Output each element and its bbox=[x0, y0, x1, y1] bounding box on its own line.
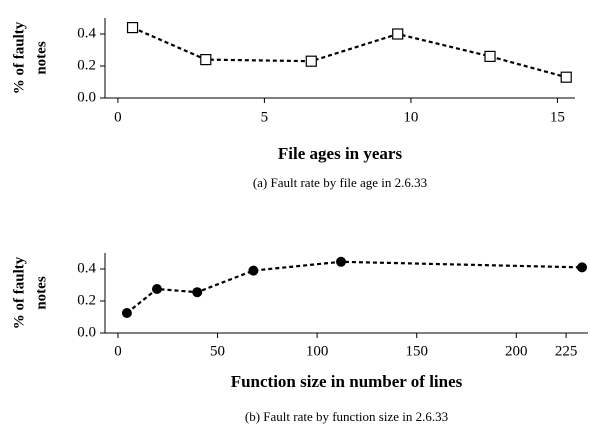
x-axis-label: File ages in years bbox=[278, 144, 403, 163]
x-tick-label: 100 bbox=[306, 343, 329, 359]
x-tick-label: 0 bbox=[114, 109, 122, 125]
y-axis-label: notes bbox=[33, 41, 49, 74]
y-axis-label: % of faulty bbox=[11, 21, 27, 94]
line bbox=[132, 26, 567, 79]
y-axis-label: notes bbox=[33, 276, 49, 309]
point bbox=[200, 53, 212, 66]
point bbox=[484, 50, 496, 63]
caption: (b) Fault rate by function size in 2.6.3… bbox=[245, 409, 448, 424]
point bbox=[192, 287, 203, 298]
point bbox=[151, 284, 162, 294]
x-tick-label: 5 bbox=[261, 109, 269, 125]
point bbox=[248, 265, 259, 276]
point bbox=[560, 71, 572, 83]
y-tick-label: 0.4 bbox=[77, 25, 96, 41]
x-tick-label: 0 bbox=[114, 343, 122, 359]
x-tick-label: 10 bbox=[403, 109, 418, 125]
y-tick-label: 0.0 bbox=[77, 89, 96, 105]
line bbox=[126, 260, 583, 314]
x-tick-label: 50 bbox=[210, 343, 225, 359]
y-tick-label: 0.2 bbox=[77, 57, 96, 73]
y-axis-label: % of faulty bbox=[11, 256, 27, 329]
point bbox=[305, 55, 317, 67]
caption: (a) Fault rate by file age in 2.6.33 bbox=[253, 175, 427, 190]
y-tick-label: 0.0 bbox=[77, 324, 96, 340]
x-tick-label: 200 bbox=[505, 343, 528, 359]
x-tick-label: 225 bbox=[555, 343, 578, 359]
y-tick-label: 0.2 bbox=[77, 292, 96, 308]
point bbox=[392, 28, 404, 40]
point bbox=[577, 262, 588, 273]
x-axis-label: Function size in number of lines bbox=[231, 372, 463, 391]
point bbox=[126, 22, 139, 34]
x-tick-label: 15 bbox=[550, 109, 565, 125]
point bbox=[336, 256, 347, 267]
y-tick-label: 0.4 bbox=[77, 260, 96, 276]
point bbox=[121, 308, 132, 318]
x-tick-label: 150 bbox=[405, 343, 428, 359]
